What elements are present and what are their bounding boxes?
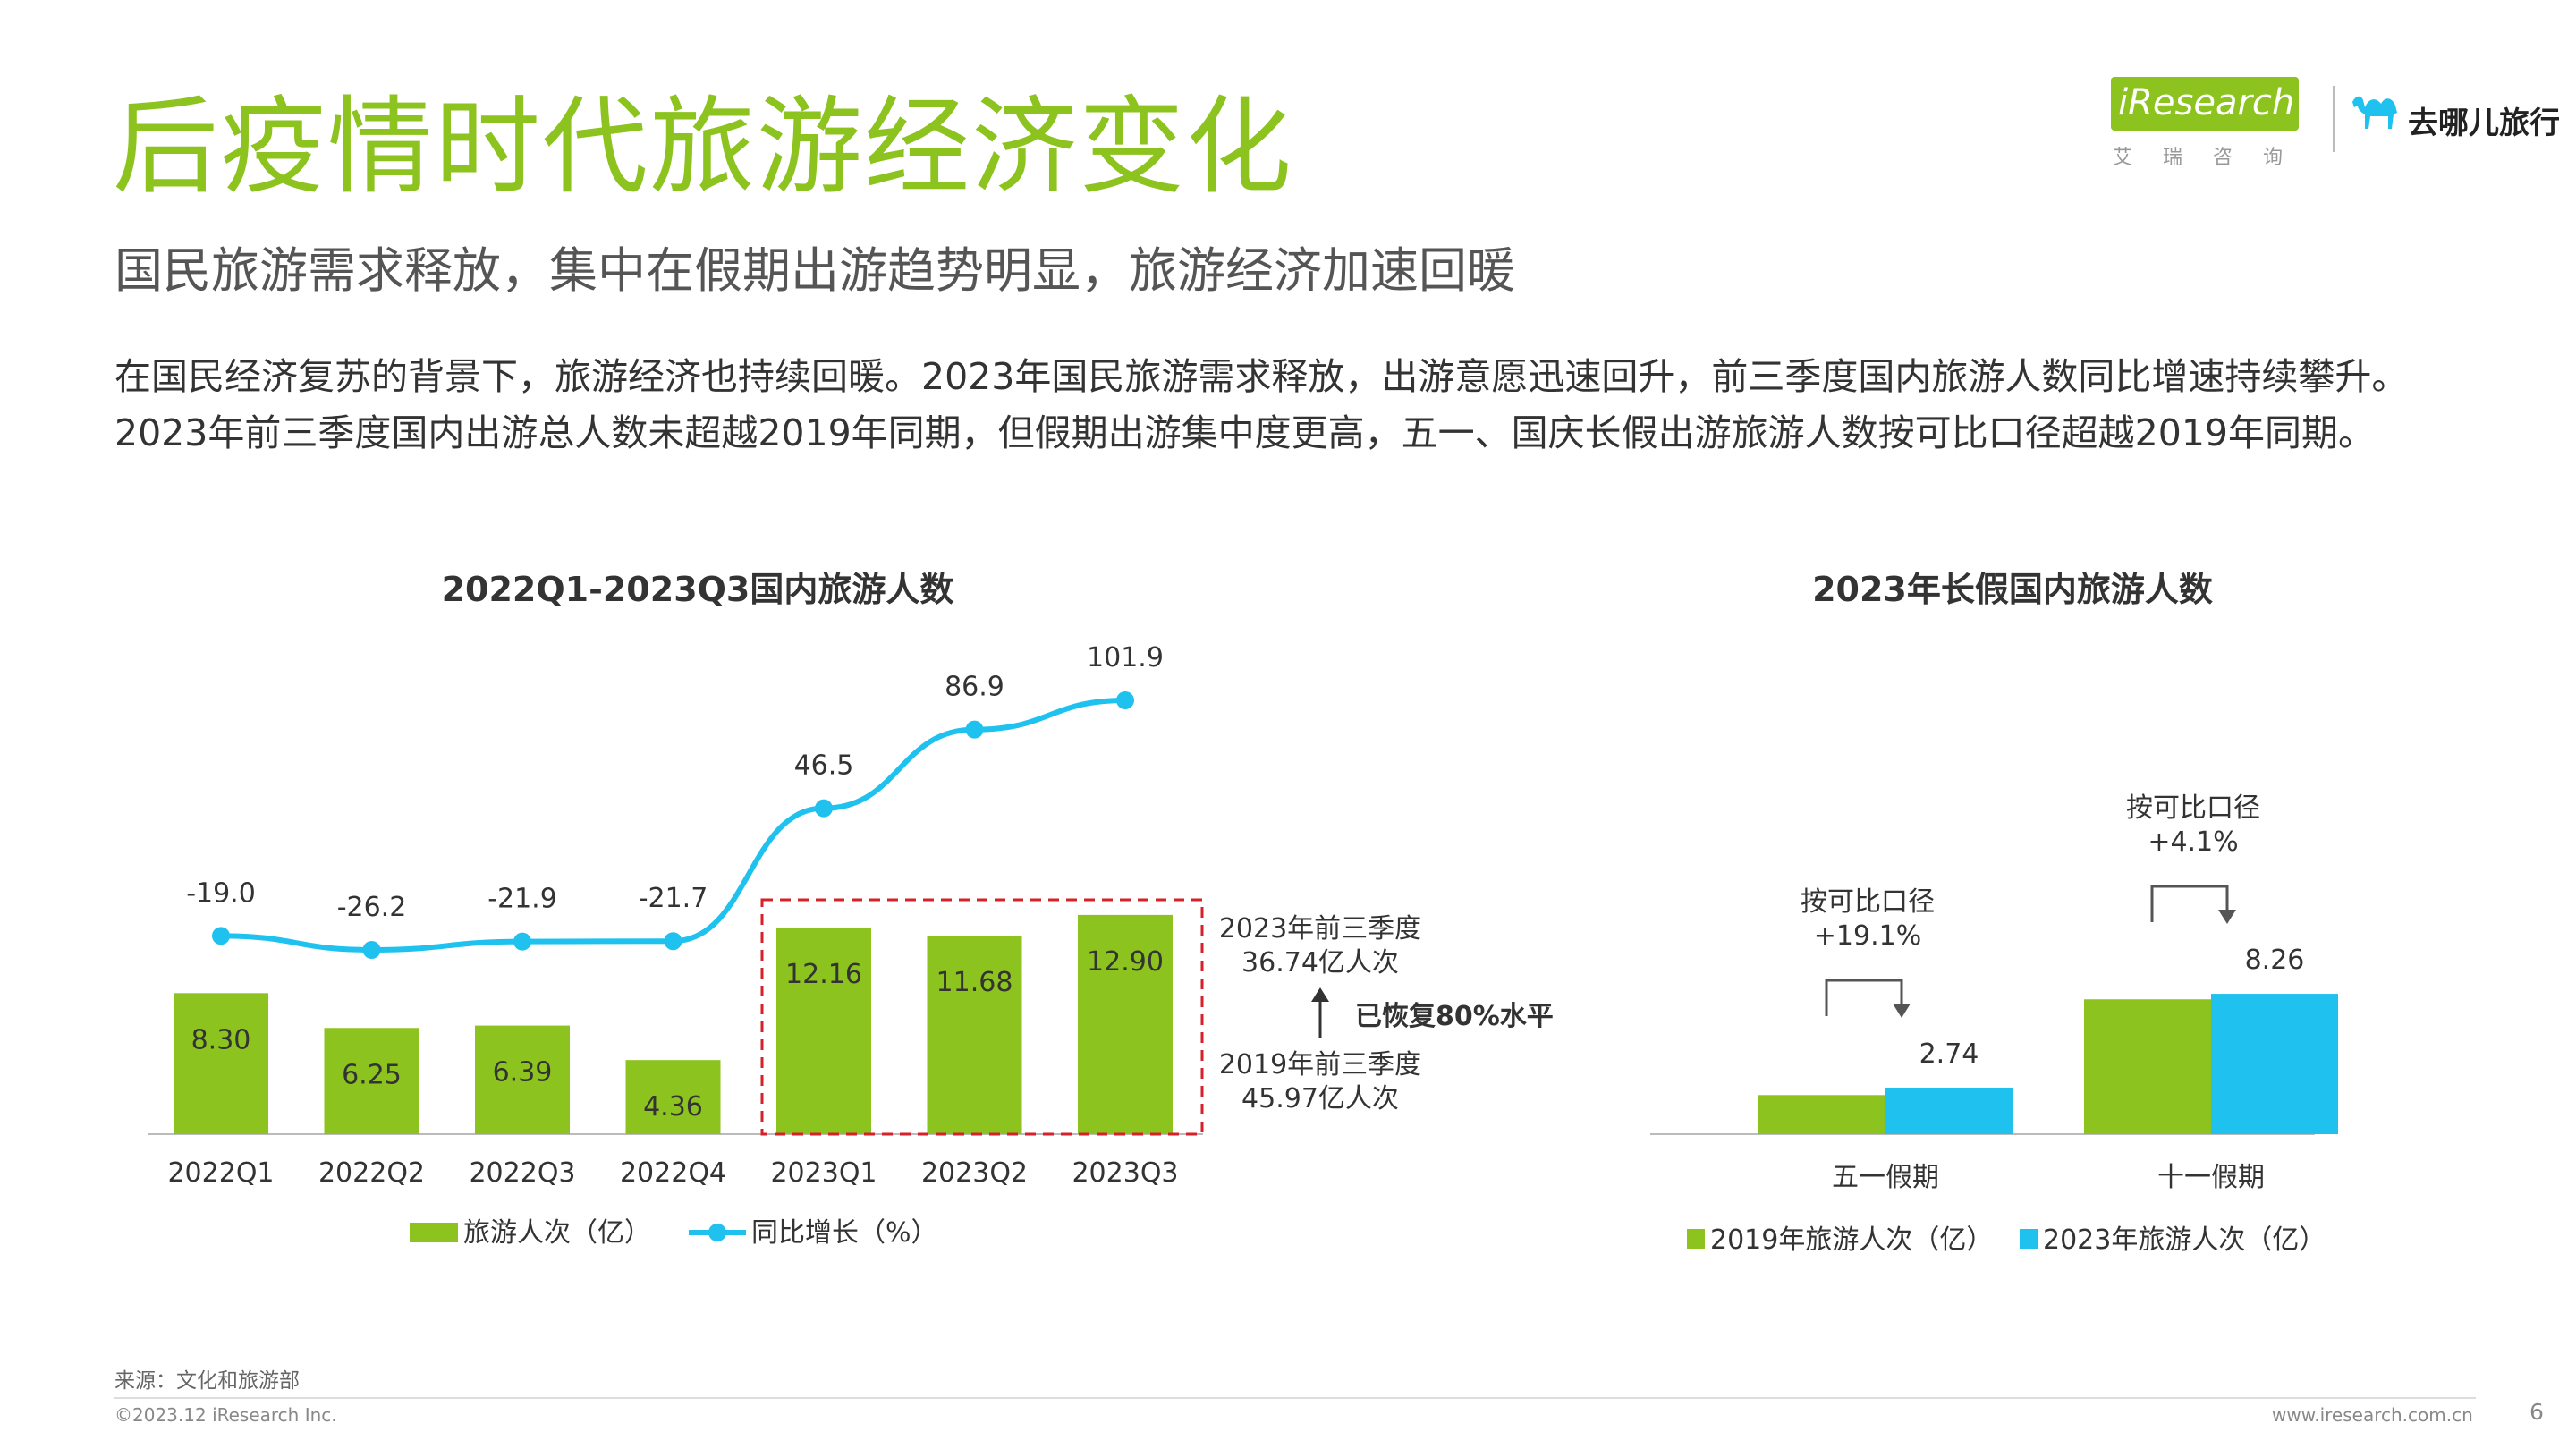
copyright-text: ©2023.12 iResearch Inc. bbox=[114, 1404, 337, 1426]
source-note: 来源：文化和旅游部 bbox=[114, 1369, 300, 1393]
growth-value-label: -21.7 bbox=[639, 883, 708, 914]
bar-value-label: 11.68 bbox=[936, 967, 1013, 998]
x-tick-label: 2023Q3 bbox=[1072, 1157, 1178, 1189]
legend-label-line: 同比增长（%） bbox=[751, 1217, 938, 1249]
comparison-value: +4.1% bbox=[2148, 826, 2238, 858]
page-subtitle: 国民旅游需求释放，集中在假期出游趋势明显，旅游经济加速回暖 bbox=[114, 242, 1515, 299]
growth-value-label: 101.9 bbox=[1087, 642, 1164, 674]
bar-value-label: 12.16 bbox=[785, 959, 862, 990]
comparison-arrow-icon bbox=[1893, 1003, 1911, 1018]
legend-label-2023: 2023年旅游人次（亿） bbox=[2043, 1224, 2326, 1256]
comparison-label: 按可比口径 bbox=[2126, 792, 2260, 824]
intro-paragraph-line: 2023年前三季度国内出游总人数未超越2019年同期，但假期出游集中度更高，五一… bbox=[114, 411, 2376, 454]
x-tick-label: 2022Q4 bbox=[620, 1157, 726, 1189]
x-tick-label: 2023Q1 bbox=[770, 1157, 877, 1189]
iresearch-logo-cn: 艾瑞咨询 bbox=[2113, 147, 2314, 169]
growth-value-label: -21.9 bbox=[487, 884, 557, 915]
bar bbox=[174, 993, 268, 1134]
page-number: 6 bbox=[2529, 1399, 2544, 1425]
bar-value-label: 8.30 bbox=[191, 1024, 251, 1055]
chart-2-title: 2023年长假国内旅游人数 bbox=[1812, 570, 2213, 609]
bar bbox=[776, 927, 871, 1134]
growth-point bbox=[1116, 691, 1134, 709]
legend-label-2019: 2019年旅游人次（亿） bbox=[1710, 1224, 1993, 1256]
comparison-bracket-icon bbox=[1825, 979, 1903, 1016]
comparison-bracket-icon bbox=[2150, 885, 2229, 923]
legend-swatch-2019 bbox=[1687, 1229, 1705, 1249]
logo-divider bbox=[2333, 86, 2334, 152]
bar-value-label: 6.39 bbox=[493, 1057, 553, 1089]
x-tick-label: 十一假期 bbox=[2157, 1162, 2265, 1193]
comparison-value: +19.1% bbox=[1814, 920, 1921, 952]
legend-swatch-point bbox=[708, 1224, 726, 1241]
growth-value-label: -19.0 bbox=[186, 877, 256, 909]
annotation-2023-value: 36.74亿人次 bbox=[1241, 947, 1399, 979]
bar bbox=[1078, 914, 1173, 1134]
comparison-arrow-icon bbox=[2218, 910, 2236, 925]
growth-point bbox=[664, 932, 682, 951]
bar bbox=[927, 936, 1022, 1134]
page-title: 后疫情时代旅游经济变化 bbox=[113, 85, 1294, 208]
legend-swatch-2023 bbox=[2020, 1229, 2038, 1249]
growth-point bbox=[965, 720, 984, 739]
x-tick-label: 五一假期 bbox=[1832, 1162, 1939, 1193]
annotation-2023-label: 2023年前三季度 bbox=[1219, 913, 1421, 945]
bar-value-label: 4.36 bbox=[643, 1091, 703, 1123]
bar-2019 bbox=[2084, 999, 2211, 1134]
x-tick-label: 2022Q3 bbox=[469, 1157, 575, 1189]
growth-point bbox=[362, 941, 381, 959]
bar bbox=[625, 1060, 721, 1134]
growth-point bbox=[212, 927, 230, 945]
bar-value-label: 8.26 bbox=[2245, 945, 2305, 976]
growth-point bbox=[815, 799, 833, 818]
highlight-box bbox=[760, 898, 1204, 1136]
comparison-label: 按可比口径 bbox=[1801, 886, 1935, 918]
legend-swatch-bars bbox=[410, 1223, 458, 1242]
bar bbox=[475, 1025, 570, 1134]
bar-2023 bbox=[1885, 1087, 2012, 1134]
footer-divider bbox=[114, 1397, 2476, 1399]
growth-value-label: 86.9 bbox=[945, 672, 1004, 703]
growth-value-label: 46.5 bbox=[794, 750, 854, 782]
x-tick-label: 2022Q2 bbox=[318, 1157, 425, 1189]
annotation-recovery: 已恢复80%水平 bbox=[1355, 1001, 1554, 1032]
growth-value-label: -26.2 bbox=[337, 892, 407, 923]
camel-icon bbox=[2352, 96, 2397, 129]
bar-value-label: 2.74 bbox=[1919, 1038, 1979, 1070]
annotation-2019-label: 2019年前三季度 bbox=[1219, 1049, 1421, 1080]
bar-value-label: 6.25 bbox=[342, 1059, 402, 1090]
website-text: www.iresearch.com.cn bbox=[2272, 1404, 2473, 1426]
bar-value-label: 12.90 bbox=[1087, 946, 1164, 978]
annotation-2019-value: 45.97亿人次 bbox=[1241, 1083, 1399, 1114]
bar-2023 bbox=[2211, 994, 2338, 1134]
bar bbox=[324, 1028, 419, 1134]
iresearch-logo bbox=[2111, 77, 2299, 131]
iresearch-logo-text: iResearch bbox=[2118, 82, 2295, 123]
arrow-head-icon bbox=[1311, 987, 1329, 1002]
legend-label-bars: 旅游人次（亿） bbox=[463, 1217, 651, 1249]
intro-paragraph-line: 在国民经济复苏的背景下，旅游经济也持续回暖。2023年国民旅游需求释放，出游意愿… bbox=[114, 355, 2409, 398]
qunar-logo-text: 去哪儿旅行 bbox=[2408, 106, 2560, 141]
bar-2019 bbox=[1758, 1095, 1885, 1134]
x-tick-label: 2023Q2 bbox=[921, 1157, 1028, 1189]
chart-1-title: 2022Q1-2023Q3国内旅游人数 bbox=[441, 570, 954, 609]
x-tick-label: 2022Q1 bbox=[167, 1157, 274, 1189]
growth-point bbox=[513, 932, 531, 951]
